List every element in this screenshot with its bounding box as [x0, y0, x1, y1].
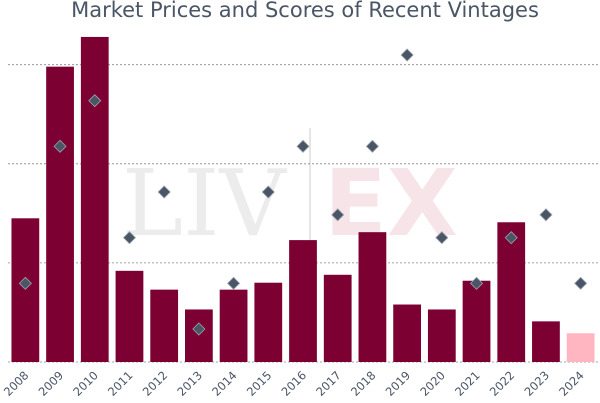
score-point-2011	[122, 231, 137, 245]
bar-2016	[289, 240, 317, 362]
x-tick-label: 2023	[521, 368, 552, 399]
score-point-2013	[192, 322, 206, 336]
x-tick-label: 2017	[313, 368, 344, 399]
x-tick-label: 2021	[452, 368, 483, 399]
bar-2015	[254, 282, 283, 362]
score-points	[18, 48, 588, 336]
x-tick-label: 2013	[174, 368, 205, 399]
chart-title: Market Prices and Scores of Recent Vinta…	[71, 0, 539, 22]
x-tick-label: 2010	[70, 368, 101, 399]
x-tick-label: 2016	[279, 368, 310, 399]
watermark: LIV EX	[122, 128, 458, 257]
bar-2011	[115, 270, 144, 362]
bar-2023	[532, 321, 560, 362]
score-point-2023	[539, 208, 553, 222]
score-point-2012	[157, 185, 171, 199]
bar-2012	[150, 289, 179, 362]
bar-2022	[497, 222, 526, 362]
bar-2009	[46, 66, 74, 363]
score-point-2010	[88, 94, 102, 108]
x-tick-label: 2015	[244, 368, 275, 399]
x-tick-label: 2011	[105, 368, 136, 399]
watermark-ex: EX	[324, 150, 458, 257]
score-point-2014	[227, 276, 241, 290]
x-tick-label: 2014	[209, 368, 240, 399]
x-tick-label: 2019	[383, 368, 414, 399]
watermark-liv: LIV	[122, 150, 287, 257]
bar-2017	[323, 274, 352, 362]
x-tick-label: 2020	[417, 368, 448, 399]
x-tick-label: 2008	[1, 368, 32, 399]
bars	[11, 36, 595, 363]
score-point-2021	[469, 276, 484, 290]
bar-2013	[185, 309, 213, 362]
score-point-2022	[504, 231, 518, 245]
score-point-2009	[53, 139, 67, 153]
x-tick-label: 2022	[487, 368, 518, 399]
x-tick-label: 2012	[140, 368, 171, 399]
x-tick-label: 2018	[348, 368, 379, 399]
score-point-2016	[296, 139, 310, 153]
x-tick-label: 2009	[36, 368, 67, 399]
score-point-2019	[400, 48, 414, 62]
bar-2014	[219, 289, 248, 362]
bar-2021	[462, 280, 491, 362]
bar-2008	[11, 218, 40, 362]
bar-2020	[427, 309, 456, 362]
score-point-2015	[261, 185, 275, 199]
bar-2019	[393, 304, 421, 362]
score-point-2008	[18, 276, 32, 290]
bar-2024	[566, 333, 595, 362]
bar-2010	[80, 36, 109, 362]
score-point-2018	[365, 139, 379, 153]
score-point-2017	[331, 208, 345, 222]
bar-2018	[358, 232, 387, 362]
score-point-2020	[435, 231, 449, 245]
x-tick-labels: 2008 2009 2010 2011 2012 2013 2014 2015 2016 2017…	[1, 368, 587, 399]
x-tick-label: 2024	[556, 368, 587, 399]
score-point-2024	[574, 276, 588, 290]
